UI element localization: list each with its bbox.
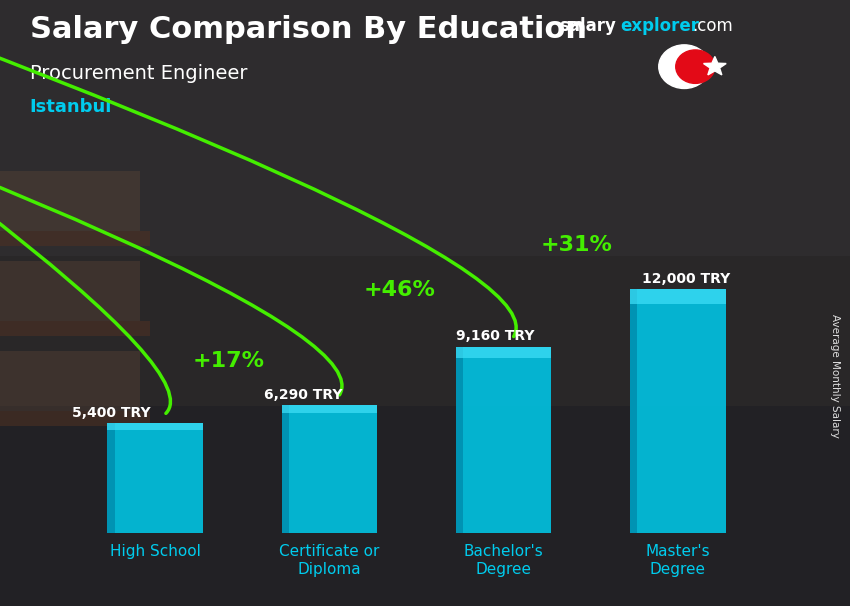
Bar	[281, 405, 377, 413]
Text: +31%: +31%	[541, 235, 613, 255]
Text: .com: .com	[693, 17, 734, 35]
Bar	[107, 424, 115, 533]
Bar	[456, 347, 552, 358]
Text: Procurement Engineer: Procurement Engineer	[30, 64, 247, 82]
Bar	[281, 405, 289, 533]
Bar	[0, 411, 150, 426]
Circle shape	[659, 45, 710, 88]
Text: explorer: explorer	[620, 17, 700, 35]
Circle shape	[676, 50, 715, 84]
Text: +46%: +46%	[363, 280, 435, 300]
Bar	[107, 424, 203, 430]
Bar	[0, 321, 150, 336]
Bar	[630, 289, 726, 533]
Bar	[107, 424, 203, 533]
Text: 9,160 TRY: 9,160 TRY	[456, 330, 534, 344]
Text: Salary Comparison By Education: Salary Comparison By Education	[30, 15, 586, 44]
Bar	[630, 289, 638, 533]
Polygon shape	[704, 56, 726, 75]
Text: 5,400 TRY: 5,400 TRY	[72, 406, 151, 420]
Bar	[0, 261, 140, 321]
Text: Average Monthly Salary: Average Monthly Salary	[830, 314, 840, 438]
Bar	[281, 405, 377, 533]
Text: salary: salary	[559, 17, 616, 35]
Text: +17%: +17%	[192, 351, 264, 371]
Bar	[0, 351, 140, 411]
Bar	[0, 231, 150, 246]
Bar	[456, 347, 463, 533]
Text: 6,290 TRY: 6,290 TRY	[264, 388, 343, 402]
Bar	[0, 406, 850, 606]
Text: 12,000 TRY: 12,000 TRY	[643, 271, 730, 285]
Bar	[0, 0, 850, 256]
Bar	[0, 171, 140, 231]
Bar	[630, 289, 726, 304]
Text: Istanbul: Istanbul	[30, 98, 112, 116]
Bar	[456, 347, 552, 533]
